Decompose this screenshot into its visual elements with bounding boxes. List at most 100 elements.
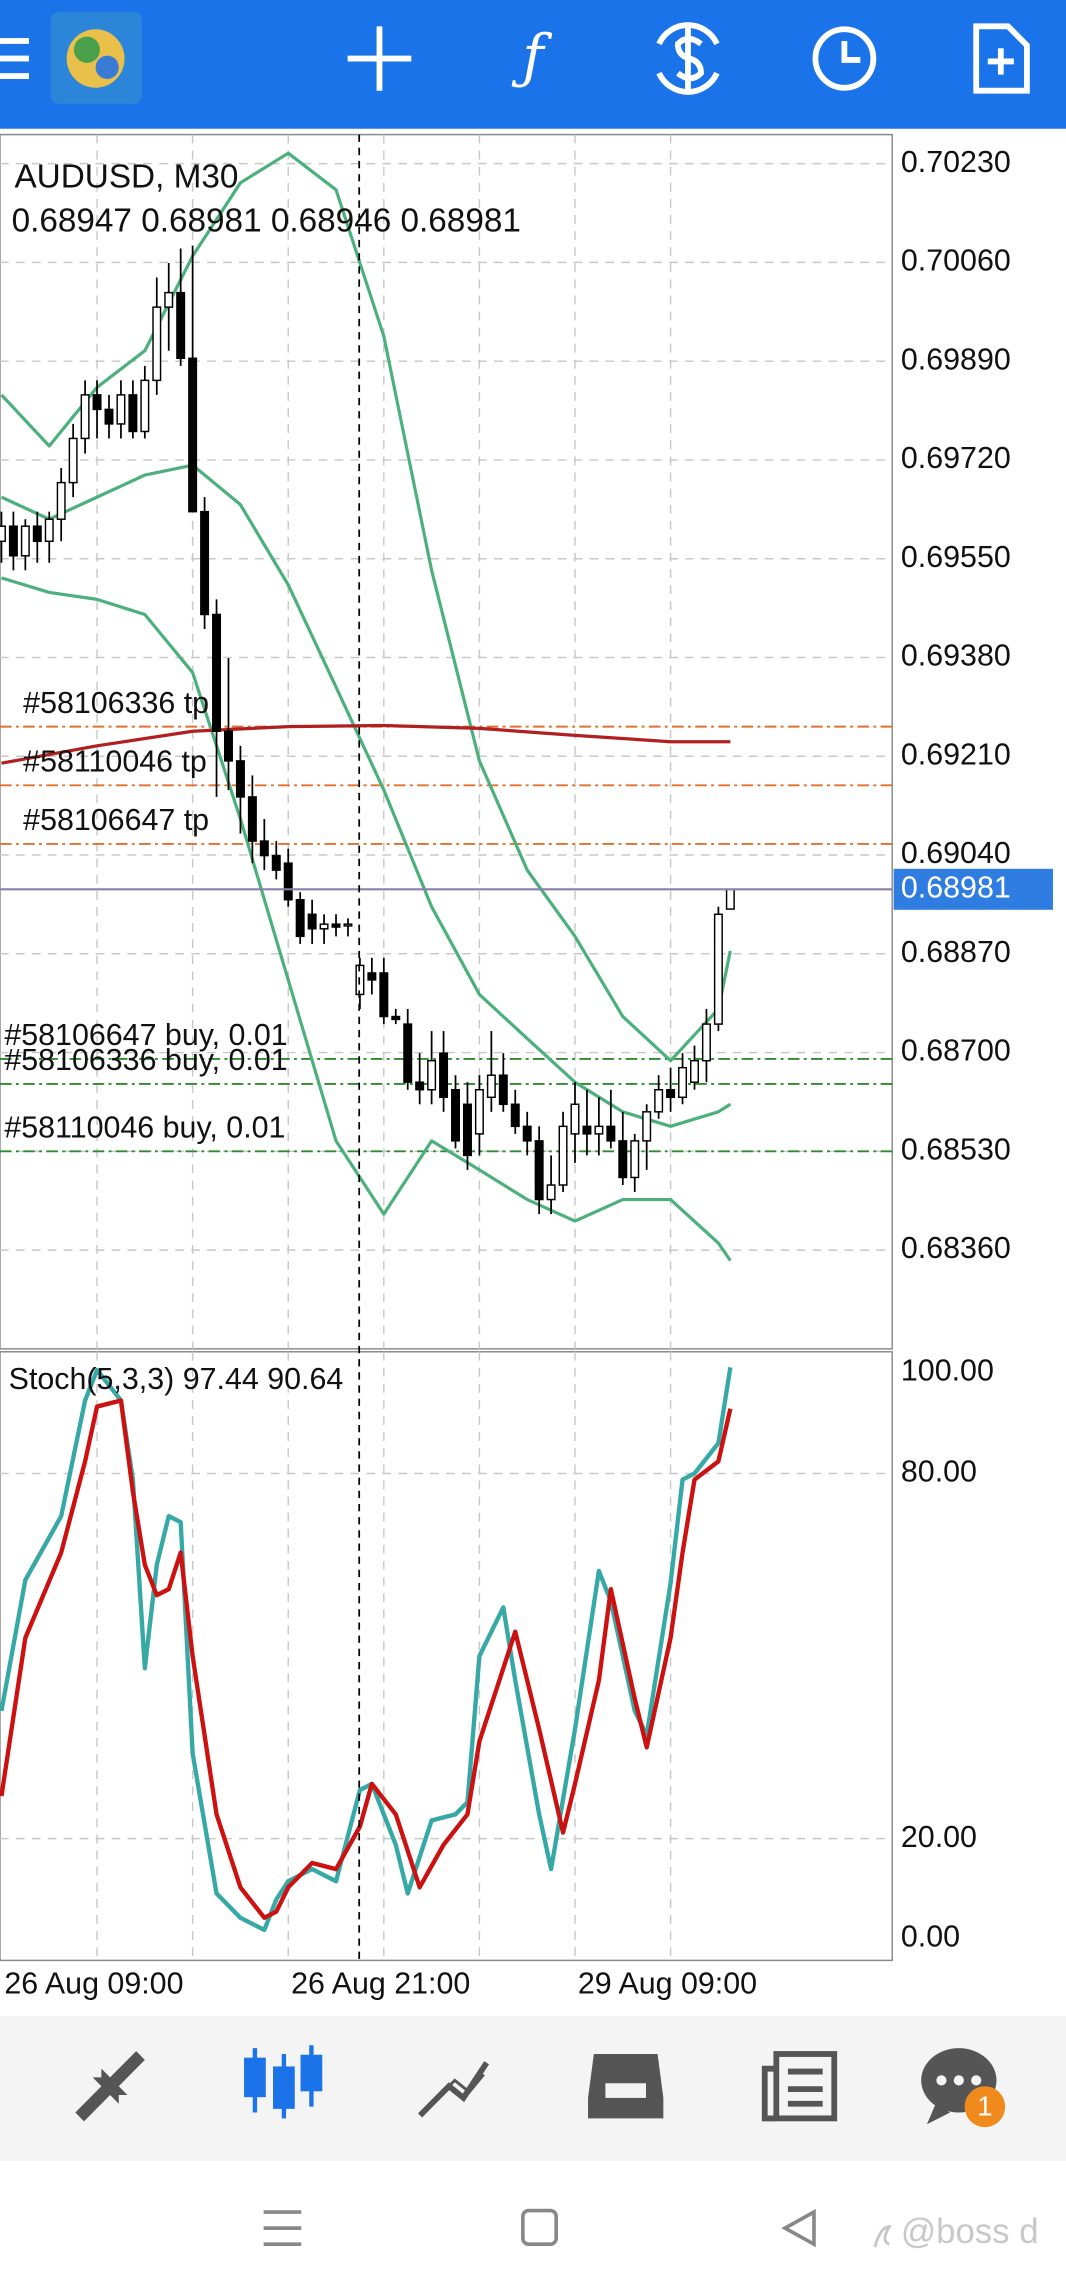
watermark-icon: [873, 2225, 892, 2248]
candle-body: [451, 1089, 461, 1142]
stoch-name: Stoch(5,3,3): [9, 1362, 175, 1396]
candle-body: [522, 1125, 532, 1142]
y-tick-label: 0.69550: [901, 540, 1011, 574]
candle-body: [630, 1140, 640, 1179]
candle-body: [164, 291, 174, 308]
candle-body: [152, 306, 162, 382]
ohlc-readout: 0.68947 0.68981 0.68946 0.68981: [12, 202, 521, 239]
quotes-tab[interactable]: [75, 2051, 145, 2122]
order-label: #58110046 buy, 0.01: [4, 1110, 285, 1144]
app-bar: [0, 0, 1066, 129]
candle-body: [319, 923, 329, 930]
candle-body: [104, 408, 114, 425]
trade-tab[interactable]: [417, 2061, 490, 2118]
news-tab[interactable]: [761, 2051, 838, 2122]
current-price-box: [893, 868, 1053, 910]
candle-body: [307, 913, 317, 930]
y-tick-label: 0.68530: [901, 1132, 1011, 1166]
candle-body: [558, 1125, 568, 1186]
candle-body: [403, 1023, 413, 1083]
app-logo[interactable]: [50, 11, 142, 104]
candle-body: [116, 394, 126, 425]
low-value: 0.68946: [271, 202, 391, 239]
candle-body: [32, 525, 42, 543]
y-tick-label: 0.69720: [901, 441, 1011, 475]
candle-body: [235, 760, 245, 798]
candle-body: [474, 1089, 484, 1135]
period-icon[interactable]: [812, 26, 877, 91]
stoch-tick-label: 0.00: [901, 1919, 960, 1953]
candle-body: [498, 1074, 508, 1105]
candle-body: [200, 510, 210, 616]
candle-body: [283, 862, 293, 901]
crosshair-icon[interactable]: [347, 26, 412, 91]
candle-body: [8, 525, 18, 557]
candle-body: [725, 888, 735, 910]
chart-tab[interactable]: [244, 2045, 323, 2119]
price-panel: [0, 133, 893, 1350]
open-value: 0.68947: [12, 202, 132, 239]
candle-body: [68, 437, 78, 484]
candle-body: [331, 923, 341, 928]
candle-body: [439, 1052, 449, 1099]
candle-body: [212, 613, 222, 733]
y-tick-label: 0.69890: [901, 342, 1011, 376]
candle-body: [271, 854, 281, 871]
candle-body: [295, 899, 305, 938]
overlay-line: [0, 151, 732, 1063]
system-nav: [0, 2160, 1066, 2272]
chat-tab[interactable]: [921, 2048, 1006, 2128]
plot: [0, 151, 893, 1933]
candle-body: [343, 923, 353, 927]
stoch-main: 97.44: [183, 1362, 259, 1396]
chat-badge: 1: [977, 2090, 992, 2121]
x-tick-label: 26 Aug 09:00: [4, 1966, 183, 2000]
template-icon[interactable]: [973, 23, 1030, 94]
stoch-line: [0, 1398, 733, 1920]
overlay-line: [0, 576, 732, 1262]
order-label: #58106336 tp: [23, 686, 209, 720]
candle-body: [427, 1059, 437, 1091]
x-tick-label: 26 Aug 21:00: [291, 1966, 470, 2000]
order-label: #58106336 buy, 0.01: [4, 1043, 287, 1077]
menu-icon[interactable]: [0, 38, 29, 80]
candle-body: [594, 1125, 604, 1135]
candle-body: [379, 972, 389, 1018]
order-label: #58110046 tp: [23, 744, 207, 778]
y-tick-label: 0.69380: [901, 638, 1011, 672]
stoch-tick-label: 80.00: [901, 1454, 977, 1488]
candle-body: [92, 394, 102, 411]
watermark: @boss d: [901, 2212, 1039, 2251]
candle-body: [701, 1023, 711, 1062]
candle-body: [20, 525, 30, 557]
trade-icon[interactable]: [656, 22, 720, 95]
stoch-tick-label: 100.00: [901, 1353, 994, 1387]
candle-body: [462, 1103, 472, 1157]
symbol-title: AUDUSD, M30: [14, 158, 238, 195]
candle-body: [259, 840, 269, 857]
history-tab[interactable]: [588, 2054, 664, 2119]
order-label: #58106647 buy, 0.01: [4, 1018, 287, 1052]
candle-body: [678, 1066, 688, 1099]
stoch-tick-label: 20.00: [901, 1820, 977, 1854]
candle-body: [56, 481, 66, 520]
current-price-label: 0.68981: [901, 870, 1011, 904]
candle-body: [486, 1074, 496, 1099]
y-tick-label: 0.70060: [901, 243, 1011, 277]
candle-body: [546, 1184, 556, 1201]
overlay-line: [1, 723, 731, 765]
candle-body: [188, 357, 198, 513]
system-buttons[interactable]: [263, 2208, 816, 2248]
candle-body: [391, 1015, 401, 1021]
candle-body: [510, 1103, 520, 1128]
candle-body: [582, 1125, 592, 1135]
candle-body: [666, 1089, 676, 1099]
y-tick-label: 0.69040: [901, 836, 1011, 870]
candle-body: [247, 796, 257, 842]
x-tick-label: 29 Aug 09:00: [578, 1966, 757, 2000]
candle-body: [140, 379, 150, 433]
y-tick-label: 0.68870: [901, 935, 1011, 969]
y-tick-label: 0.70230: [901, 145, 1011, 179]
